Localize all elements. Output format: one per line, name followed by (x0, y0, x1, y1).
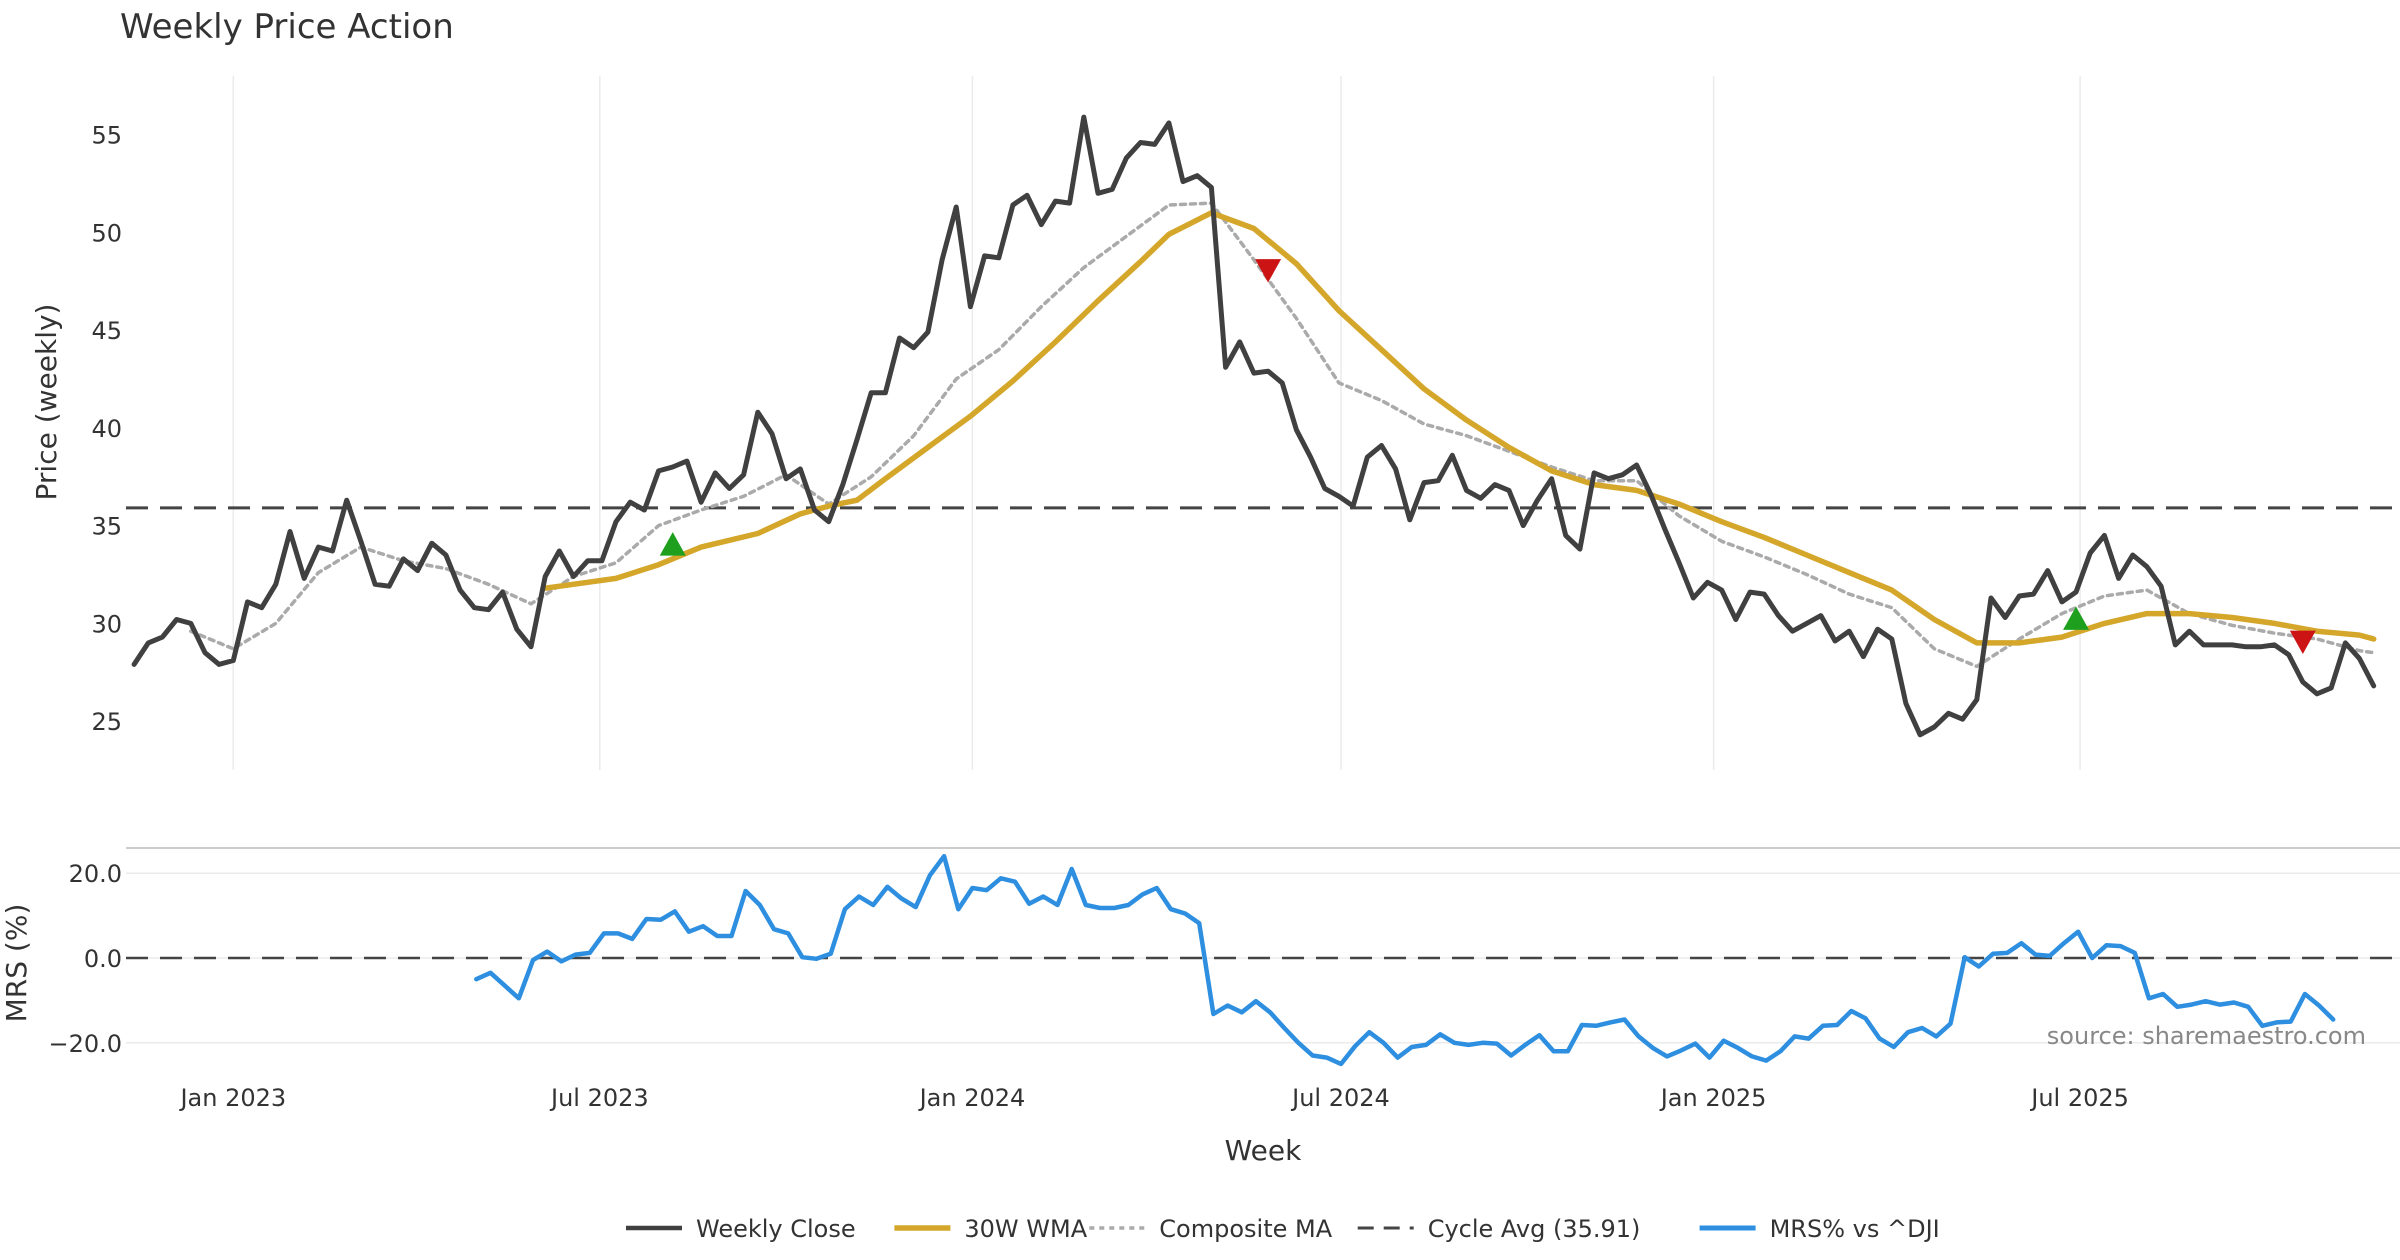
legend-cycle-avg: Cycle Avg (35.91) (1357, 1215, 1641, 1243)
legend-label: 30W WMA (964, 1215, 1087, 1243)
mrs-y-tick-label: 20.0 (69, 860, 122, 888)
legend-weekly-close: Weekly Close (626, 1215, 856, 1243)
x-tick-label: Jan 2023 (178, 1084, 286, 1112)
series-layer (126, 114, 2400, 1067)
legend-label: Cycle Avg (35.91) (1428, 1215, 1641, 1243)
legend-label: MRS% vs ^DJI (1770, 1215, 1940, 1243)
legend-mrs: MRS% vs ^DJI (1699, 1215, 1940, 1243)
weekly-close-line (131, 114, 2377, 738)
wma-30w-line (542, 210, 2377, 646)
legend-label: Composite MA (1159, 1215, 1332, 1243)
marker-layer (659, 259, 2316, 654)
grid-layer (126, 76, 2400, 1044)
mrs-y-tick-label: −20.0 (48, 1030, 122, 1058)
price-y-tick-label: 50 (91, 219, 122, 247)
mrs-y-axis-label: MRS (%) (0, 904, 33, 1023)
price-y-tick-label: 45 (91, 317, 122, 345)
x-tick-label: Jul 2024 (1290, 1084, 1390, 1112)
legend: Weekly Close 30W WMA Composite MA Cycle Avg… (626, 1215, 1940, 1243)
legend-30w-wma: 30W WMA (894, 1215, 1088, 1243)
mrs-line (474, 853, 2336, 1067)
axis-layer: Jan 2023 Jul 2023 Jan 2024 Jul 2024 Jan 2025… (48, 122, 2128, 1112)
sell-signal-marker (1255, 259, 1282, 283)
price-y-axis-label: Price (weekly) (30, 304, 63, 501)
buy-signal-marker (2063, 606, 2090, 630)
price-y-tick-label: 25 (91, 708, 122, 736)
buy-signal-marker (659, 532, 686, 556)
chart-title: Weekly Price Action (120, 7, 454, 47)
x-tick-label: Jan 2025 (1659, 1084, 1767, 1112)
x-tick-label: Jan 2024 (918, 1084, 1026, 1112)
price-y-tick-label: 35 (91, 513, 122, 541)
legend-composite-ma: Composite MA (1089, 1215, 1333, 1243)
x-axis-label: Week (1225, 1134, 1302, 1167)
composite-ma-line (189, 201, 2376, 669)
sell-signal-marker (2289, 630, 2316, 654)
legend-label: Weekly Close (696, 1215, 856, 1243)
mrs-y-tick-label: 0.0 (84, 945, 122, 973)
source-note: source: sharemaestro.com (2047, 1022, 2366, 1050)
price-y-tick-label: 40 (91, 415, 122, 443)
price-y-tick-label: 30 (91, 610, 122, 638)
x-tick-label: Jul 2023 (549, 1084, 649, 1112)
price-y-tick-label: 55 (91, 122, 122, 150)
x-tick-label: Jul 2025 (2029, 1084, 2129, 1112)
